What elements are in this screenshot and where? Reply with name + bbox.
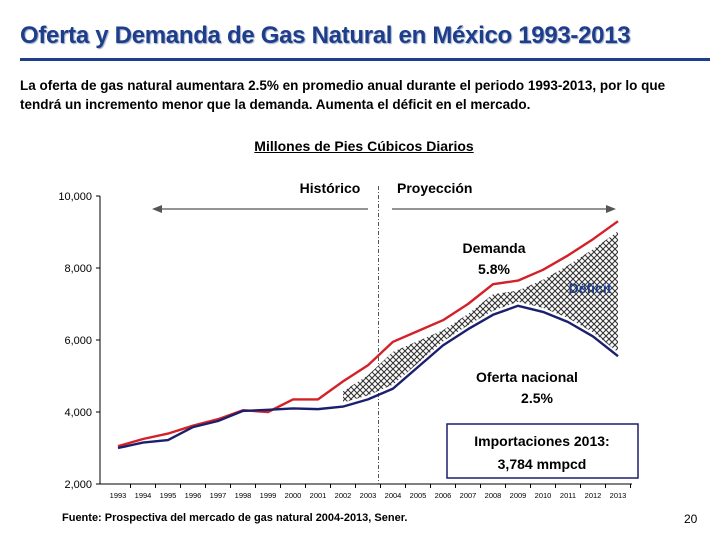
source-note: Fuente: Prospectiva del mercado de gas n… (62, 512, 408, 524)
x-tick-label: 2007 (460, 491, 477, 500)
x-tick-label: 2010 (535, 491, 552, 500)
x-tick-label: 1993 (110, 491, 127, 500)
x-tick-label: 2011 (560, 491, 576, 500)
x-tick-label: 1997 (210, 491, 227, 500)
imports-value: 3,784 mmpcd (498, 456, 587, 472)
page-number: 20 (684, 512, 698, 526)
x-tick-label: 2000 (285, 491, 302, 500)
y-tick-label: 6,000 (64, 335, 92, 347)
x-tick-label: 1994 (135, 491, 152, 500)
x-tick-label: 2012 (585, 491, 602, 500)
x-tick-label: 1995 (160, 491, 177, 500)
y-tick-label: 10,000 (58, 191, 92, 203)
slide-subtitle: La oferta de gas natural aumentara 2.5% … (20, 78, 666, 112)
demanda-label: Demanda (462, 240, 525, 256)
imports-label: Importaciones 2013: (474, 433, 609, 449)
demanda-rate: 5.8% (478, 261, 510, 277)
oferta-rate: 2.5% (521, 390, 553, 406)
x-tick-label: 2003 (360, 491, 377, 500)
oferta-label: Oferta nacional (476, 369, 578, 385)
y-tick-label: 2,000 (64, 479, 92, 491)
x-tick-label: 2013 (610, 491, 627, 500)
projection-label: Proyección (397, 180, 472, 196)
y-tick-label: 4,000 (64, 407, 92, 419)
imports-box (446, 423, 639, 479)
historic-label: Histórico (300, 180, 361, 196)
y-tick-label: 8,000 (64, 263, 92, 275)
x-tick-label: 2009 (510, 491, 527, 500)
x-tick-label: 1998 (235, 491, 252, 500)
x-tick-label: 2004 (385, 491, 402, 500)
slide-title: Oferta y Demanda de Gas Natural en Méxic… (20, 22, 631, 49)
deficit-label: Déficit (569, 280, 612, 296)
x-tick-label: 2002 (335, 491, 352, 500)
x-tick-label: 2006 (435, 491, 452, 500)
x-tick-label: 2005 (410, 491, 427, 500)
demanda-line (117, 220, 619, 448)
x-tick-label: 1996 (185, 491, 202, 500)
title-underline (20, 58, 710, 61)
x-tick-label: 1999 (260, 491, 277, 500)
x-tick-label: 2008 (485, 491, 502, 500)
deficit-area (343, 231, 618, 403)
oferta-line (117, 304, 619, 450)
historic-arrowhead (152, 205, 162, 213)
units-label: Millones de Pies Cúbicos Diarios (254, 138, 474, 154)
x-tick-label: 2001 (310, 491, 327, 500)
projection-arrowhead (606, 205, 616, 213)
